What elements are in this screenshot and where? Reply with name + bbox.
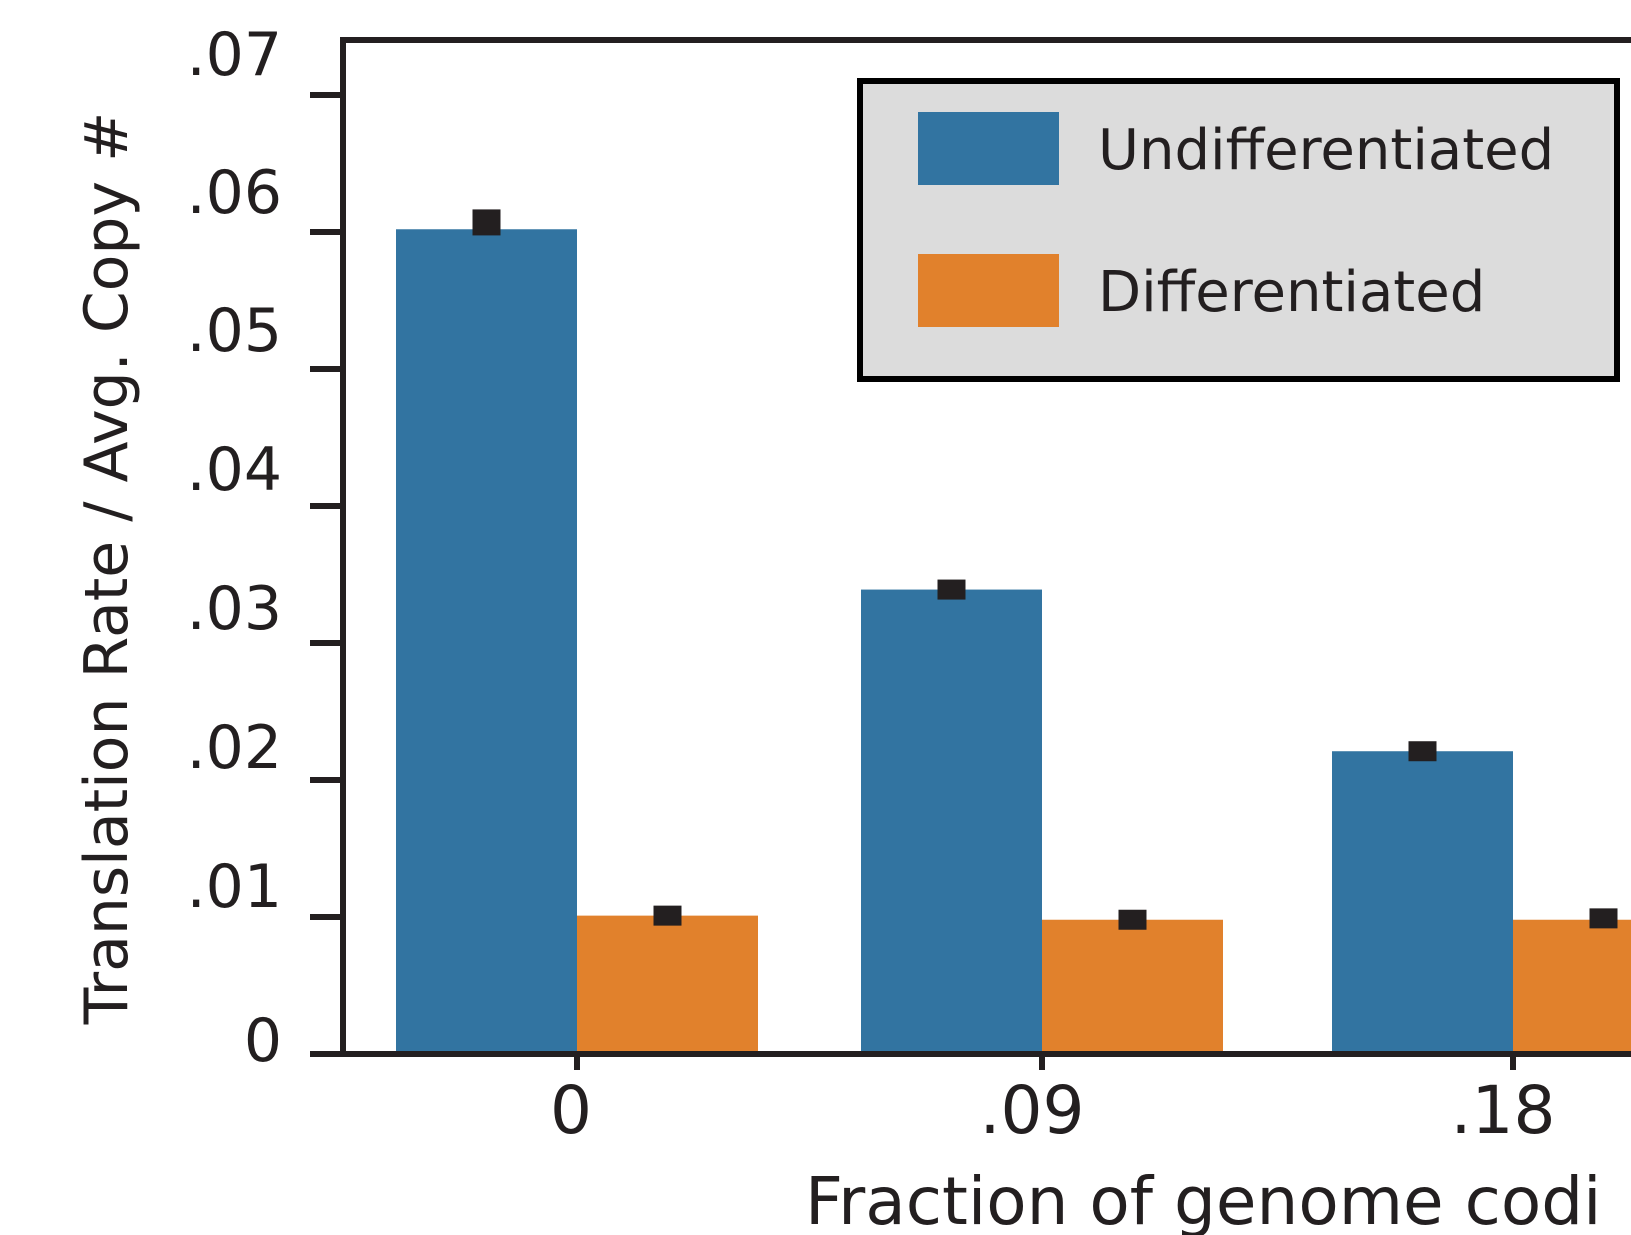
bar-differentiated-1 [1042, 919, 1223, 1054]
y-tick-label: .07 [187, 20, 282, 90]
error-mark-differentiated-2 [1589, 908, 1618, 929]
error-mark-undifferentiated-0 [472, 209, 501, 236]
legend-swatch-differentiated [918, 254, 1059, 327]
x-tick-label: 0 [550, 1072, 592, 1149]
y-tick-label: .03 [187, 574, 282, 644]
x-axis-label: Fraction of genome codi [805, 1163, 1602, 1235]
bar-undifferentiated-2 [1332, 751, 1513, 1054]
y-tick-label: 0 [244, 1006, 282, 1076]
y-axis-label: Translation Rate / Avg. Copy # [72, 112, 142, 1026]
legend-label-differentiated: Differentiated [1098, 260, 1485, 325]
bar-differentiated-0 [577, 915, 758, 1054]
y-tick-label: .04 [187, 435, 282, 505]
legend: Undifferentiated Differentiated [857, 78, 1620, 382]
bar-undifferentiated-0 [396, 229, 577, 1054]
y-tick-label: .01 [187, 852, 282, 922]
legend-swatch-undifferentiated [918, 112, 1059, 185]
error-mark-undifferentiated-2 [1408, 741, 1437, 762]
x-tick-label: .09 [980, 1072, 1085, 1149]
legend-label-undifferentiated: Undifferentiated [1098, 118, 1554, 183]
y-tick-label: .06 [187, 158, 282, 228]
error-mark-differentiated-0 [653, 905, 682, 926]
bar-undifferentiated-1 [861, 589, 1042, 1054]
plot-area [396, 209, 1631, 1054]
error-mark-differentiated-1 [1118, 909, 1147, 930]
y-tick-label: .02 [187, 713, 282, 783]
axes: 0 .01 .02 .03 .04 .05 .06 .07 0 .09 .18 [187, 20, 1631, 1149]
error-mark-undifferentiated-1 [937, 579, 966, 600]
y-tick-label: .05 [187, 296, 282, 366]
x-tick-label: .18 [1451, 1072, 1556, 1149]
bar-differentiated-2 [1513, 919, 1631, 1054]
